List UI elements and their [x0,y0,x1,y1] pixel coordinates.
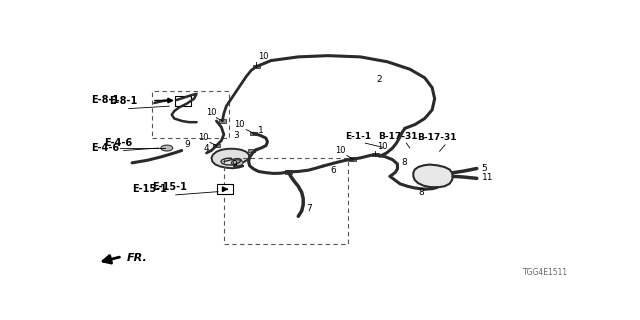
Text: 4: 4 [204,144,210,153]
Text: B-17-31: B-17-31 [379,132,418,141]
Text: 10: 10 [259,52,269,61]
Text: 2: 2 [376,75,382,84]
Text: 8: 8 [419,188,424,197]
Text: 11: 11 [482,173,493,182]
Text: E-15-1: E-15-1 [152,182,187,192]
Bar [152,92,229,138]
Text: E-8-1: E-8-1 [91,95,119,106]
Text: FR.: FR. [127,253,148,263]
Text: 10: 10 [376,142,387,151]
FancyBboxPatch shape [175,96,191,106]
Text: 3: 3 [234,131,239,140]
Text: 8: 8 [401,158,407,167]
Text: 10: 10 [234,120,245,129]
Circle shape [231,160,243,166]
Bar [349,157,356,161]
Text: 7: 7 [307,204,312,213]
Text: 5: 5 [482,164,488,173]
Bar [213,144,220,147]
Text: E-1-1: E-1-1 [346,132,371,141]
Bar [253,65,260,68]
Text: 10: 10 [206,108,217,117]
Text: E-4-6: E-4-6 [91,143,119,153]
Text: 9: 9 [184,140,190,149]
Text: E-15-1: E-15-1 [132,184,167,194]
Bar [219,119,226,123]
Text: 10: 10 [335,146,345,155]
Bar [224,158,348,244]
Bar [250,132,257,135]
Text: E-8-1: E-8-1 [109,96,137,106]
Text: B-17-31: B-17-31 [417,133,457,142]
Text: TGG4E1511: TGG4E1511 [524,268,568,277]
Text: 10: 10 [198,133,208,142]
FancyBboxPatch shape [218,184,233,194]
Polygon shape [211,149,250,168]
Polygon shape [413,164,453,188]
Text: 9: 9 [231,160,237,169]
Bar [372,153,379,156]
Bar [248,149,255,152]
Text: 1: 1 [257,126,263,135]
Text: 6: 6 [330,166,336,175]
Circle shape [161,145,173,151]
Text: E-4-6: E-4-6 [104,138,132,148]
Bar [285,170,292,174]
